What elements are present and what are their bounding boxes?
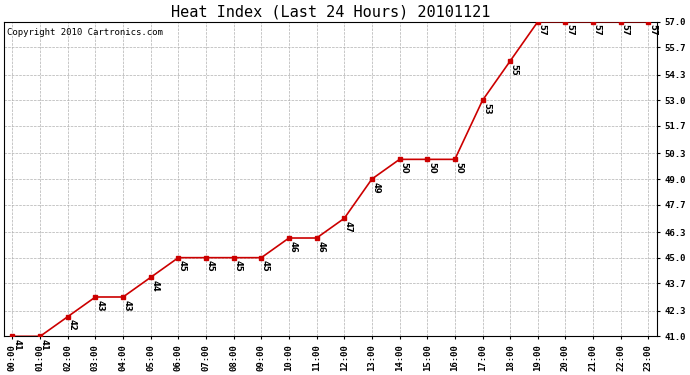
Text: 50: 50: [427, 162, 436, 174]
Text: 41: 41: [40, 339, 49, 351]
Text: 43: 43: [123, 300, 132, 311]
Text: 46: 46: [316, 241, 325, 252]
Text: 50: 50: [400, 162, 408, 174]
Text: 57: 57: [593, 24, 602, 36]
Text: 55: 55: [510, 64, 519, 76]
Text: 46: 46: [288, 241, 297, 252]
Text: 45: 45: [233, 261, 242, 272]
Text: 45: 45: [178, 261, 187, 272]
Text: 57: 57: [538, 24, 546, 36]
Text: 57: 57: [620, 24, 629, 36]
Text: 44: 44: [150, 280, 159, 292]
Text: Copyright 2010 Cartronics.com: Copyright 2010 Cartronics.com: [8, 28, 164, 37]
Text: 50: 50: [455, 162, 464, 174]
Text: 47: 47: [344, 221, 353, 233]
Title: Heat Index (Last 24 Hours) 20101121: Heat Index (Last 24 Hours) 20101121: [170, 4, 490, 19]
Text: 57: 57: [648, 24, 657, 36]
Text: 41: 41: [12, 339, 21, 351]
Text: 43: 43: [95, 300, 104, 311]
Text: 53: 53: [482, 103, 491, 115]
Text: 49: 49: [372, 182, 381, 194]
Text: 45: 45: [206, 261, 215, 272]
Text: 42: 42: [68, 320, 77, 331]
Text: 57: 57: [565, 24, 574, 36]
Text: 45: 45: [261, 261, 270, 272]
